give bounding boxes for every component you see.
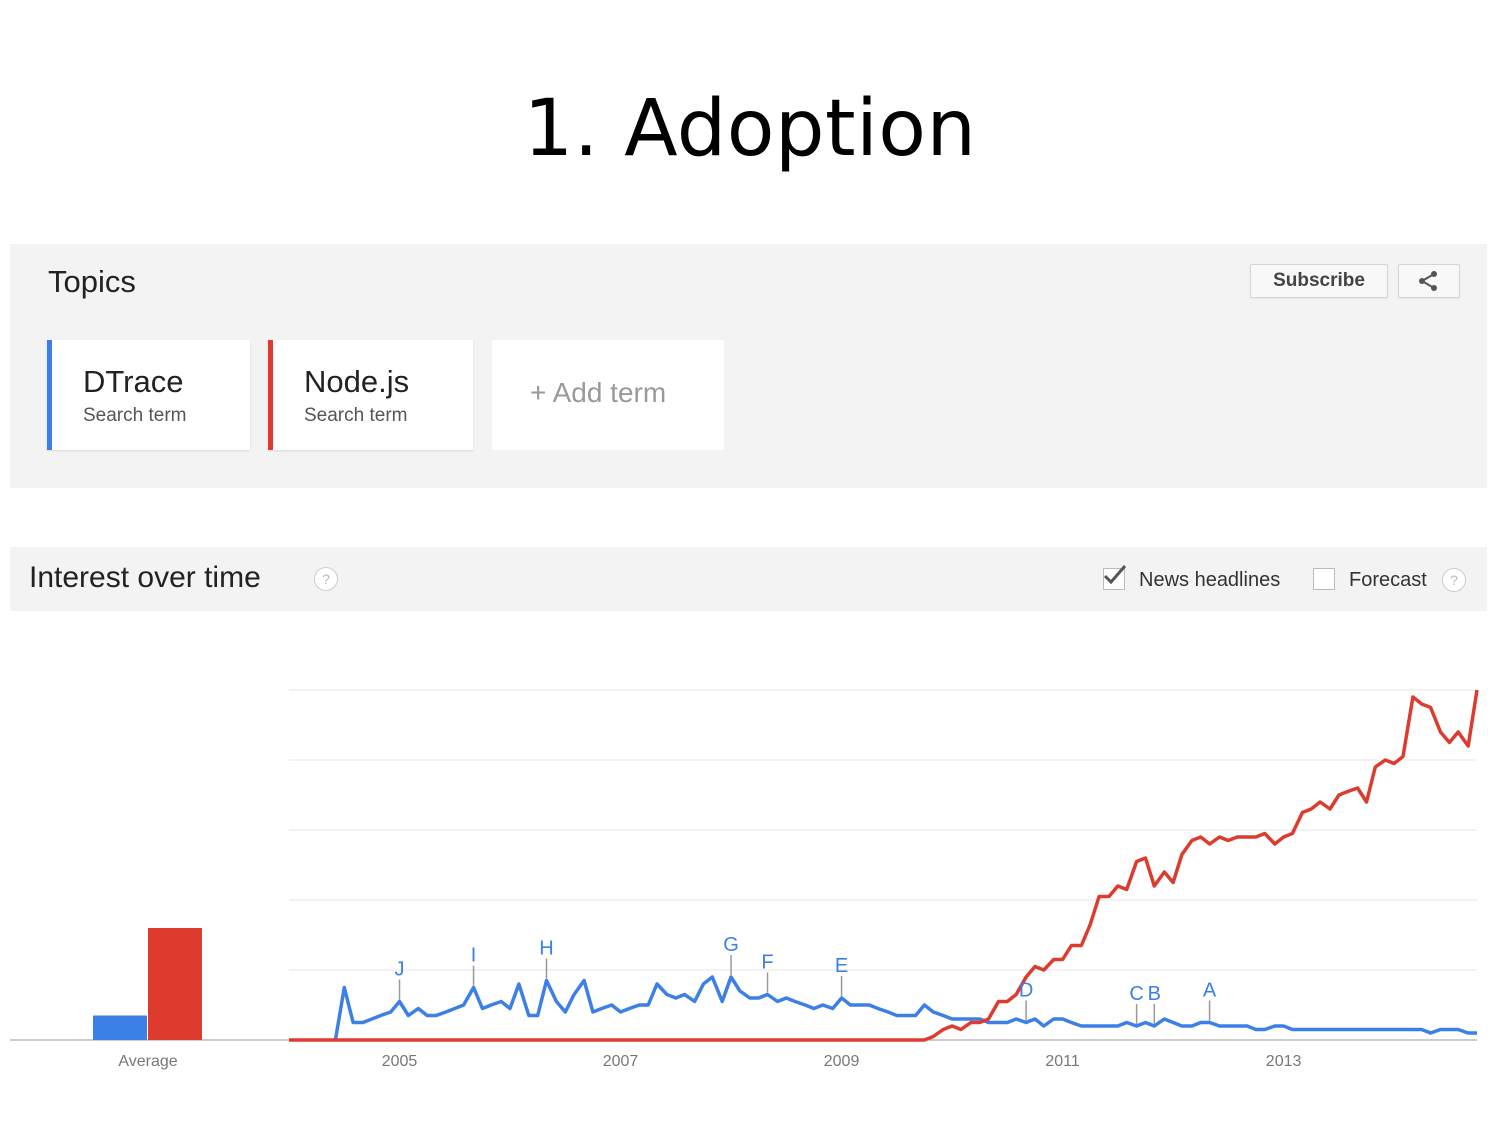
- news-marker-label: E: [835, 955, 848, 977]
- share-button[interactable]: [1398, 264, 1460, 298]
- add-term-button[interactable]: + Add term: [492, 340, 724, 450]
- average-bar-dtrace: [93, 1015, 147, 1040]
- forecast-checkbox[interactable]: [1313, 568, 1335, 590]
- x-tick-label: 2007: [603, 1053, 639, 1070]
- term-type: Search term: [83, 405, 187, 426]
- add-term-label: + Add term: [530, 377, 667, 408]
- x-tick-label: 2011: [1045, 1053, 1080, 1070]
- slide-title: 1. Adoption: [523, 84, 977, 174]
- news-marker-label: A: [1203, 980, 1217, 1002]
- interest-chart: Average 2005 2007 2009 2011 2013 J I H GF E D C B A: [10, 689, 1479, 1070]
- news-marker-label: F: [761, 952, 773, 974]
- news-marker-label: J: [395, 959, 405, 981]
- news-headlines-label[interactable]: News headlines: [1139, 569, 1281, 591]
- x-tick-label: 2005: [382, 1053, 418, 1070]
- term-color-bar: [268, 340, 273, 450]
- term-name: DTrace: [83, 364, 184, 399]
- subscribe-button[interactable]: Subscribe: [1250, 264, 1388, 298]
- topics-title: Topics: [48, 264, 136, 299]
- share-icon: [1419, 271, 1437, 291]
- series-line-nodejs: [289, 689, 1479, 1042]
- term-card-dtrace[interactable]: DTrace Search term: [47, 340, 250, 450]
- x-tick-label: 2009: [824, 1053, 860, 1070]
- term-name: Node.js: [304, 364, 410, 399]
- term-card-nodejs[interactable]: Node.js Search term: [268, 340, 473, 450]
- x-tick-label: 2013: [1266, 1053, 1302, 1070]
- checkmark-icon: [1103, 565, 1127, 585]
- news-marker-label: I: [471, 945, 477, 967]
- term-color-bar: [47, 340, 52, 450]
- term-type: Search term: [304, 405, 408, 426]
- forecast-label[interactable]: Forecast: [1349, 569, 1427, 591]
- news-marker-label: D: [1019, 980, 1033, 1002]
- interest-over-time-header: Interest over time ? News headlines Fore…: [10, 547, 1487, 611]
- forecast-help-icon[interactable]: ?: [1442, 568, 1466, 592]
- news-marker-label: C: [1129, 983, 1143, 1005]
- news-marker-label: B: [1148, 983, 1161, 1005]
- news-marker-label: H: [539, 938, 553, 960]
- average-label: Average: [118, 1053, 177, 1070]
- interest-over-time-title: Interest over time: [29, 561, 261, 594]
- news-headlines-checkbox[interactable]: [1103, 565, 1127, 590]
- news-marker-label: G: [723, 934, 739, 956]
- average-bar-nodejs: [148, 928, 202, 1040]
- topics-panel: Topics Subscribe DTrace Search term Node…: [10, 244, 1487, 488]
- help-icon[interactable]: ?: [314, 567, 338, 591]
- series-line-dtrace: [333, 975, 1477, 1041]
